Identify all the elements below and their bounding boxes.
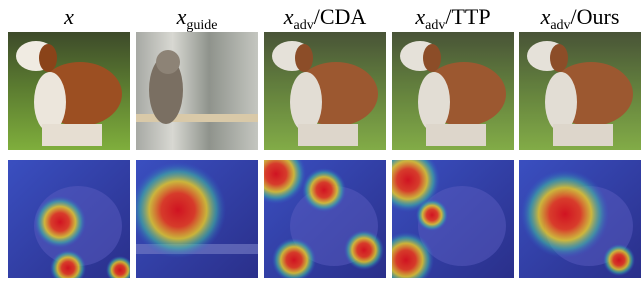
heatmap (130, 160, 258, 278)
hot-spot (416, 199, 448, 231)
column-header: xadv/Ours (540, 4, 620, 33)
heatmap (376, 148, 514, 282)
symbol: x (63, 4, 74, 29)
perturbation (519, 32, 641, 150)
heatmap (8, 160, 134, 282)
hot-spot (130, 162, 226, 258)
image (136, 32, 258, 150)
suffix: /CDA (314, 4, 367, 29)
owl-head (156, 50, 180, 74)
symbol: x (540, 4, 551, 29)
hot-spot (302, 168, 346, 212)
figure: xxguidexadv/CDAxadv/TTPxadv/Ours (0, 0, 644, 282)
suffix: /Ours (571, 4, 620, 29)
suffix: /TTP (445, 4, 490, 29)
symbol: x (414, 4, 425, 29)
image (392, 32, 514, 150)
branch (136, 114, 258, 122)
perturbation (392, 32, 514, 150)
subscript: guide (186, 18, 217, 33)
image (519, 32, 641, 150)
dog-legs (42, 124, 102, 146)
dog-chest (34, 72, 66, 132)
column-header: xadv/TTP (414, 4, 490, 33)
image (8, 32, 130, 150)
symbol: x (283, 4, 294, 29)
dog-ear (39, 44, 57, 72)
image (264, 32, 386, 150)
column-header: x (63, 4, 74, 29)
hot-spot (603, 244, 635, 276)
subscript: adv (425, 18, 445, 33)
heatmap (519, 160, 641, 278)
subscript: adv (293, 18, 313, 33)
column-header: xguide (176, 4, 218, 33)
hot-spot (521, 170, 609, 258)
hot-spot (272, 238, 316, 282)
perturbation (264, 32, 386, 150)
hot-spot (34, 196, 86, 248)
hot-spot (344, 230, 384, 270)
column-header: xadv/CDA (283, 4, 367, 33)
symbol: x (176, 4, 187, 29)
subscript: adv (550, 18, 570, 33)
heatmap (246, 144, 386, 282)
